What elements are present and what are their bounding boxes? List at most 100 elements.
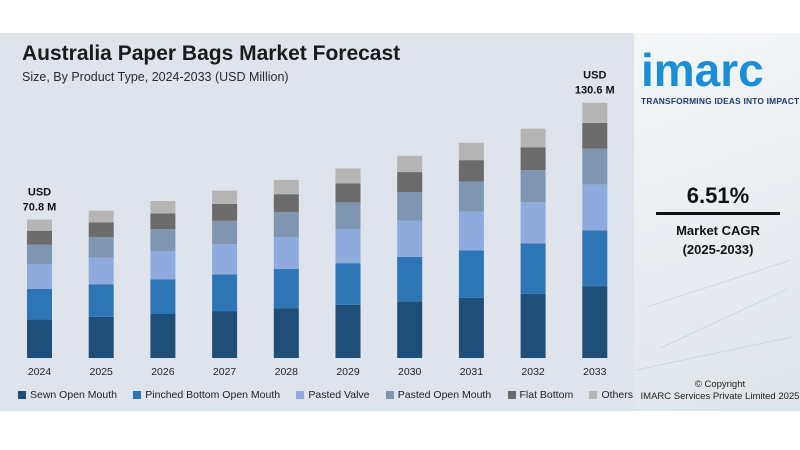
x-tick-label: 2028 bbox=[275, 366, 299, 378]
bar-segment-2029-flat-bottom bbox=[335, 183, 361, 203]
legend-item-flat-bottom: Flat Bottom bbox=[507, 389, 574, 401]
total-label-2024: 70.8 M bbox=[23, 202, 57, 214]
bar-segment-2026-sewn-open-mouth bbox=[150, 314, 176, 358]
legend-swatch bbox=[385, 391, 394, 399]
bar-segment-2033-pinched-bottom-open-mouth bbox=[582, 230, 608, 287]
bar-segment-2030-pinched-bottom-open-mouth bbox=[397, 256, 423, 302]
bar-segment-2025-pinched-bottom-open-mouth bbox=[88, 284, 114, 317]
bar-segment-2027-pasted-valve bbox=[212, 244, 238, 275]
bar-segment-2032-others bbox=[520, 128, 546, 148]
bar-segment-2026-others bbox=[150, 201, 176, 214]
bar-segment-2026-pasted-valve bbox=[150, 251, 176, 280]
x-tick-label: 2033 bbox=[583, 366, 607, 378]
bar-segment-2032-flat-bottom bbox=[520, 147, 546, 171]
legend-label: Pasted Open Mouth bbox=[397, 389, 492, 401]
x-tick-label: 2025 bbox=[90, 366, 114, 378]
bar-segment-2031-pasted-valve bbox=[458, 211, 484, 251]
total-label-2024: USD bbox=[28, 187, 51, 199]
legend-swatch bbox=[507, 391, 516, 399]
legend-item-others: Others bbox=[589, 389, 633, 401]
brand-tagline: TRANSFORMING IDEAS INTO IMPACT bbox=[641, 96, 800, 106]
legend-item-sewn-open-mouth: Sewn Open Mouth bbox=[18, 389, 117, 401]
cagr-label: Market CAGR bbox=[676, 223, 760, 238]
bar-segment-2028-others bbox=[273, 179, 299, 195]
legend-label: Pasted Valve bbox=[308, 389, 370, 401]
x-tick-label: 2027 bbox=[213, 366, 237, 378]
bar-segment-2026-pasted-open-mouth bbox=[150, 229, 176, 252]
decorative-line bbox=[660, 288, 788, 349]
legend-label: Others bbox=[601, 389, 633, 401]
bar-segment-2024-sewn-open-mouth bbox=[27, 319, 52, 358]
bar-segment-2028-flat-bottom bbox=[273, 194, 299, 212]
bar-segment-2029-pasted-open-mouth bbox=[335, 202, 361, 229]
x-tick-label: 2032 bbox=[521, 366, 545, 378]
chart-title: Australia Paper Bags Market Forecast bbox=[22, 42, 401, 65]
bar-segment-2030-pasted-valve bbox=[397, 220, 423, 257]
x-tick-label: 2024 bbox=[28, 366, 52, 378]
cagr-divider bbox=[656, 212, 780, 215]
bar-segment-2024-pasted-valve bbox=[27, 263, 52, 289]
bar-segment-2027-sewn-open-mouth bbox=[212, 311, 238, 358]
total-label-2033: USD bbox=[583, 70, 606, 82]
bar-segment-2028-sewn-open-mouth bbox=[273, 308, 299, 358]
bar-segment-2025-others bbox=[88, 210, 114, 223]
bar-segment-2025-pasted-valve bbox=[88, 257, 114, 285]
bar-segment-2032-pinched-bottom-open-mouth bbox=[520, 243, 546, 294]
legend-swatch bbox=[589, 391, 598, 399]
legend-label: Flat Bottom bbox=[519, 389, 574, 401]
bar-segment-2032-pasted-open-mouth bbox=[520, 170, 546, 203]
bar-segment-2028-pasted-valve bbox=[273, 236, 299, 270]
bar-segment-2031-flat-bottom bbox=[458, 160, 484, 182]
bar-segment-2027-flat-bottom bbox=[212, 203, 238, 221]
bar-segment-2027-others bbox=[212, 190, 238, 204]
bar-segment-2032-pasted-valve bbox=[520, 202, 546, 244]
bar-segment-2033-pasted-valve bbox=[582, 184, 608, 231]
bar-segment-2026-flat-bottom bbox=[150, 213, 176, 230]
bar-segment-2024-flat-bottom bbox=[27, 230, 52, 245]
bar-segment-2027-pasted-open-mouth bbox=[212, 220, 238, 245]
bar-segment-2033-pasted-open-mouth bbox=[582, 148, 608, 185]
legend-item-pasted-valve: Pasted Valve bbox=[296, 389, 370, 401]
decorative-line bbox=[647, 259, 791, 308]
copyright-notice: © Copyright IMARC Services Private Limit… bbox=[640, 379, 800, 403]
x-tick-label: 2031 bbox=[460, 366, 484, 378]
bar-segment-2025-sewn-open-mouth bbox=[88, 316, 114, 358]
bar-segment-2024-pinched-bottom-open-mouth bbox=[27, 288, 52, 320]
bar-segment-2029-others bbox=[335, 168, 361, 184]
copyright-line-2: IMARC Services Private Limited 2025 bbox=[640, 391, 800, 402]
cagr-value: 6.51% bbox=[686, 183, 750, 208]
bar-segment-2028-pinched-bottom-open-mouth bbox=[273, 269, 299, 309]
chart-subtitle: Size, By Product Type, 2024-2033 (USD Mi… bbox=[22, 70, 289, 84]
bar-segment-2029-sewn-open-mouth bbox=[335, 304, 361, 358]
bar-segment-2025-flat-bottom bbox=[88, 222, 114, 237]
bar-segment-2032-sewn-open-mouth bbox=[520, 293, 546, 358]
legend-label: Sewn Open Mouth bbox=[30, 389, 117, 401]
bar-segment-2033-flat-bottom bbox=[582, 123, 608, 149]
bar-segment-2026-pinched-bottom-open-mouth bbox=[150, 279, 176, 315]
bar-segment-2031-pinched-bottom-open-mouth bbox=[458, 250, 484, 298]
chart-legend: Sewn Open Mouth Pinched Bottom Open Mouth… bbox=[18, 389, 633, 401]
bar-segment-2031-sewn-open-mouth bbox=[458, 297, 484, 358]
legend-label: Pinched Bottom Open Mouth bbox=[145, 389, 281, 401]
bar-segment-2029-pinched-bottom-open-mouth bbox=[335, 263, 361, 305]
bar-segment-2025-pasted-open-mouth bbox=[88, 236, 114, 258]
bar-segment-2028-pasted-open-mouth bbox=[273, 211, 299, 237]
bar-segment-2031-others bbox=[458, 142, 484, 161]
total-label-2033: 130.6 M bbox=[575, 85, 615, 97]
legend-swatch bbox=[296, 391, 305, 399]
bar-segment-2030-others bbox=[397, 155, 423, 173]
stacked-bar-chart: 2024 2025 2026 2027 2028 2029 2030 2031 2032 2033… bbox=[23, 70, 615, 378]
side-panel bbox=[634, 33, 800, 411]
bar-segment-2027-pinched-bottom-open-mouth bbox=[212, 274, 238, 312]
legend-item-pinched-bottom-open-mouth: Pinched Bottom Open Mouth bbox=[133, 389, 280, 401]
x-tick-label: 2029 bbox=[336, 366, 360, 378]
legend-swatch bbox=[18, 391, 26, 399]
bar-segment-2024-pasted-open-mouth bbox=[27, 244, 52, 264]
bar-segment-2033-sewn-open-mouth bbox=[582, 286, 608, 358]
x-tick-label: 2030 bbox=[398, 366, 422, 378]
bar-segment-2030-pasted-open-mouth bbox=[397, 192, 423, 221]
bar-segment-2024-others bbox=[27, 219, 52, 231]
bar-segment-2030-flat-bottom bbox=[397, 172, 423, 193]
imarc-logo: imarc bbox=[641, 44, 764, 96]
